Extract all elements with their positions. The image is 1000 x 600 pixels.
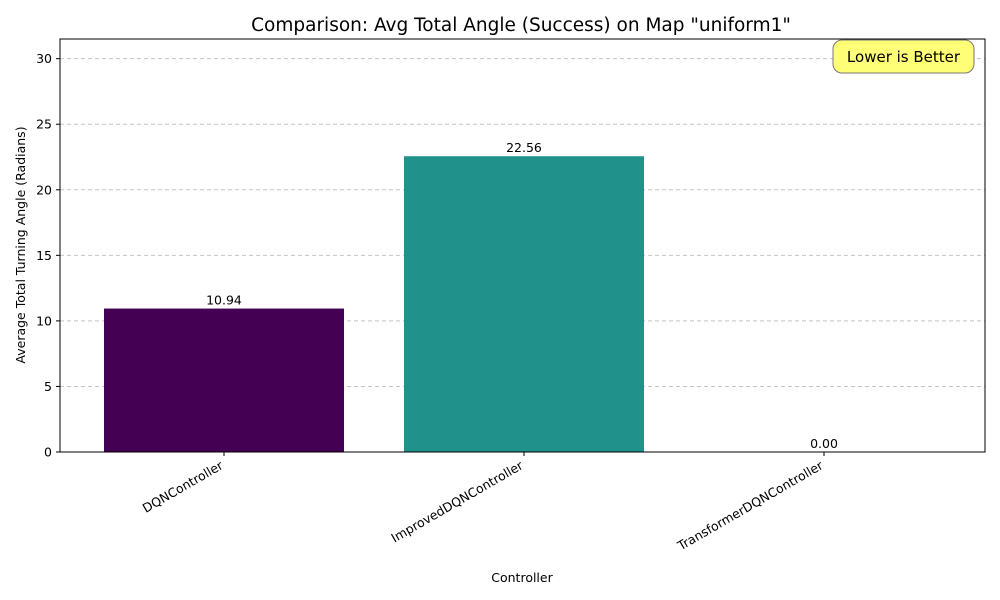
x-axis-ticks: DQNController ImprovedDQNController Transf… (140, 452, 826, 554)
x-tick-label-ImprovedDQNController: ImprovedDQNController (388, 457, 526, 545)
annotation-box: Lower is Better (832, 39, 975, 74)
y-tick-label-30: 30 (36, 51, 52, 66)
y-axis-ticks: 0 5 10 15 20 25 30 (36, 51, 60, 460)
x-tick-label-TransformerDQNController: TransformerDQNController (674, 457, 826, 554)
plot-frame (59, 38, 986, 453)
y-tick-label-5: 5 (44, 379, 52, 394)
y-tick-label-0: 0 (44, 445, 52, 460)
y-tick-label-10: 10 (36, 313, 52, 328)
y-tick-label-20: 20 (36, 182, 52, 197)
bar-value-label-ImprovedDQNController: 22.56 (506, 140, 542, 155)
bars (104, 156, 644, 453)
y-tick-label-15: 15 (36, 248, 52, 263)
bar-ImprovedDQNController (404, 156, 644, 453)
bar-DQNController (104, 308, 344, 452)
y-axis-label: Average Total Turning Angle (Radians) (13, 126, 28, 363)
bar-value-label-DQNController: 10.94 (206, 293, 242, 308)
bar-value-labels: 10.94 22.56 0.00 (206, 140, 838, 451)
annotation-background (832, 39, 975, 74)
bar-value-label-TransformerDQNController: 0.00 (810, 436, 838, 451)
y-tick-label-25: 25 (36, 117, 52, 132)
chart-title: Comparison: Avg Total Angle (Success) on… (251, 15, 791, 36)
x-tick-label-DQNController: DQNController (140, 457, 226, 516)
x-axis-label: Controller (491, 570, 553, 585)
annotation-text: Lower is Better (847, 48, 961, 66)
